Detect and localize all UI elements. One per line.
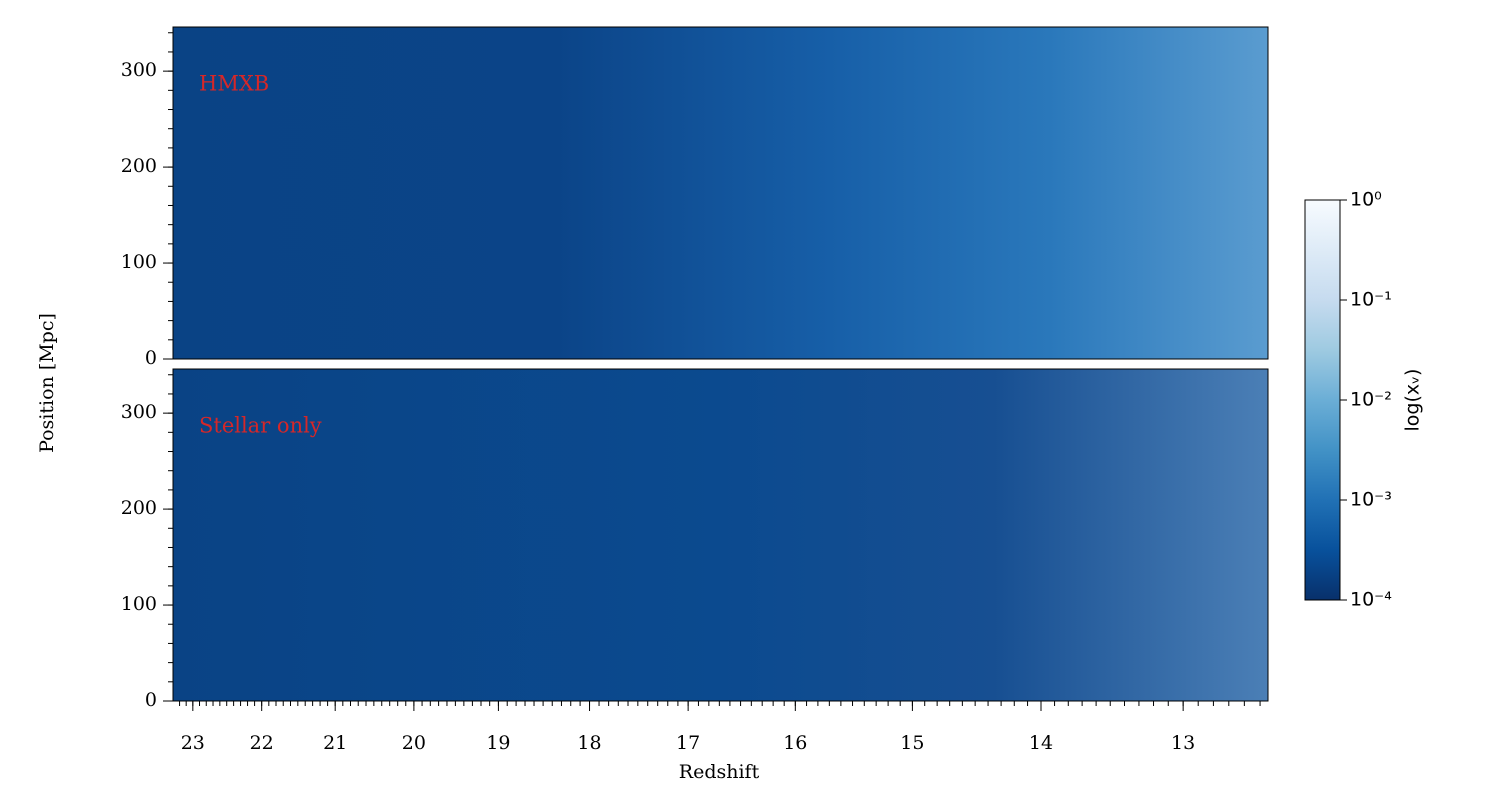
y-tick-label: 100 — [121, 251, 157, 273]
x-axis-label: Redshift — [679, 761, 760, 783]
x-tick-label: 23 — [181, 732, 205, 754]
y-tick-label: 0 — [145, 689, 157, 711]
y-axis-label: Position [Mpc] — [36, 313, 58, 453]
y-tick-label: 100 — [121, 593, 157, 615]
x-tick-label: 18 — [577, 732, 601, 754]
y-tick-label: 300 — [121, 59, 157, 81]
panel-label: Stellar only — [199, 414, 322, 438]
x-tick-label: 15 — [900, 732, 924, 754]
colorbar-tick-label: 10⁻⁴ — [1350, 589, 1392, 611]
x-tick-label: 21 — [323, 732, 347, 754]
heatmap-panel — [172, 368, 1269, 702]
x-tick-label: 16 — [783, 732, 807, 754]
colorbar-tick-label: 10⁻² — [1350, 389, 1392, 411]
colorbar-label: log(xᵥ) — [1402, 369, 1424, 432]
colorbar-tick-label: 10⁻³ — [1350, 489, 1392, 511]
x-tick-label: 19 — [486, 732, 510, 754]
y-tick-label: 200 — [121, 155, 157, 177]
colorbar-tick-label: 10⁻¹ — [1350, 289, 1392, 311]
x-tick-label: 14 — [1029, 732, 1053, 754]
x-tick-label: 20 — [402, 732, 426, 754]
x-tick-label: 13 — [1171, 732, 1195, 754]
x-tick-label: 22 — [250, 732, 274, 754]
x-tick-label: 17 — [676, 732, 700, 754]
heatmap-panel — [172, 26, 1269, 360]
colorbar-tick-label: 10⁰ — [1350, 189, 1382, 211]
panel-label: HMXB — [199, 72, 269, 96]
y-tick-label: 200 — [121, 497, 157, 519]
y-tick-label: 0 — [145, 347, 157, 369]
y-tick-label: 300 — [121, 401, 157, 423]
colorbar — [1304, 199, 1341, 601]
